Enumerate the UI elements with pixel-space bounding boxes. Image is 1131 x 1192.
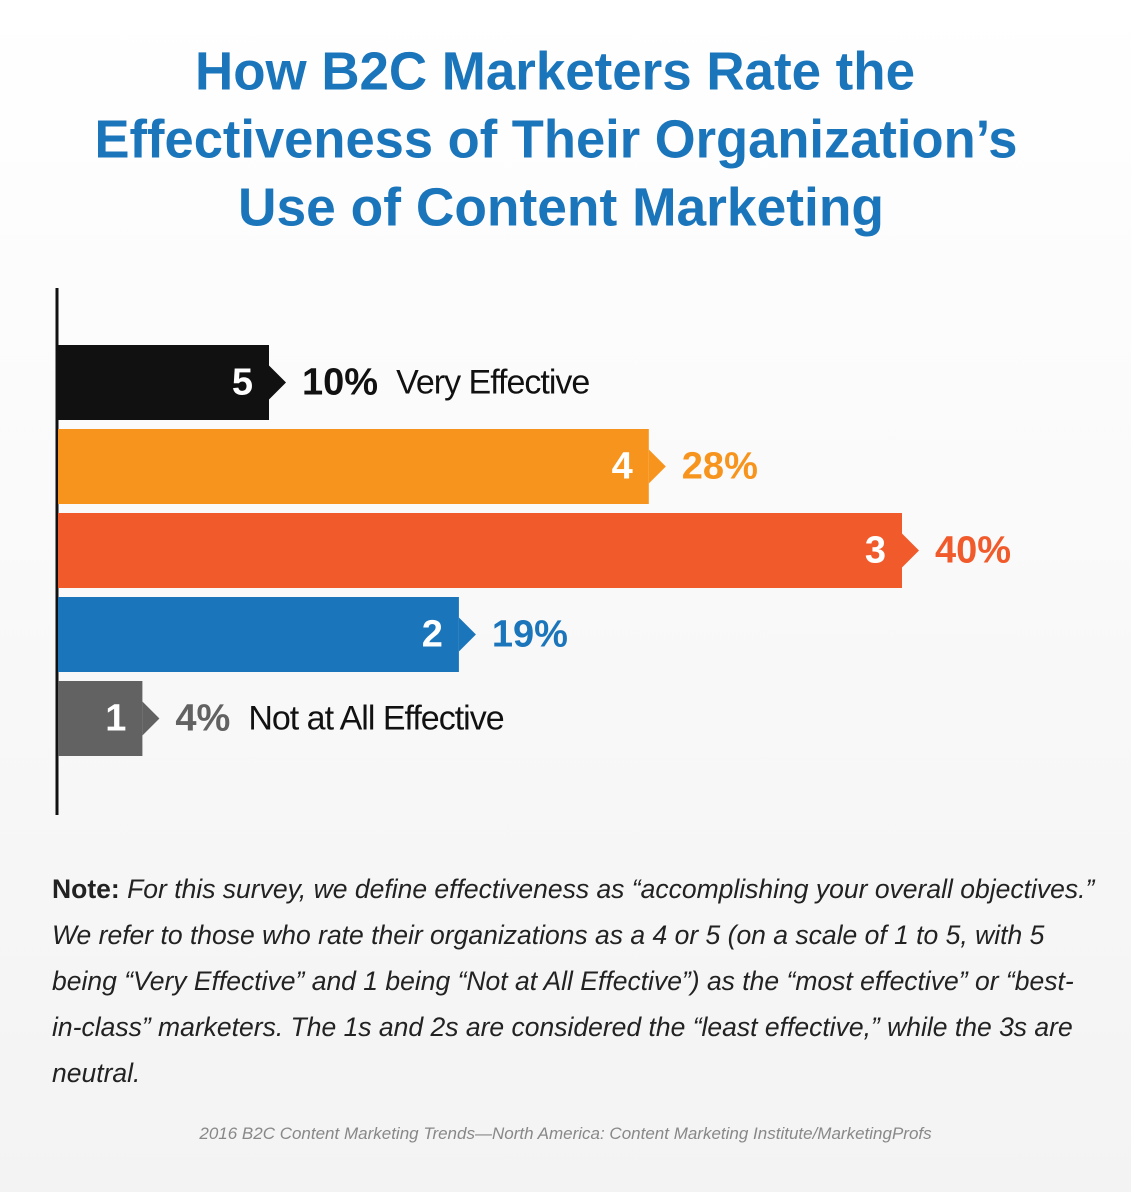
bar-arrow bbox=[902, 533, 919, 568]
chart: How B2C Marketers Rate the Effectiveness… bbox=[55, 41, 1018, 815]
category-label: 1 bbox=[105, 698, 126, 740]
chart-title: Use of Content Marketing bbox=[238, 177, 884, 237]
category-label: 4 bbox=[612, 446, 633, 488]
value-label: 19% bbox=[492, 614, 568, 656]
bar bbox=[58, 429, 649, 504]
source: 2016 B2C Content Marketing Trends—North … bbox=[199, 1124, 932, 1143]
bar bbox=[58, 345, 269, 420]
bar-arrow bbox=[458, 617, 476, 652]
category-description: Very Effective bbox=[396, 363, 589, 401]
bar bbox=[58, 681, 143, 756]
value-label: 40% bbox=[935, 530, 1011, 572]
category-description: Not at All Effective bbox=[248, 699, 503, 737]
bar-arrow bbox=[648, 449, 666, 484]
note-label: Note: bbox=[52, 874, 120, 904]
bar-arrow bbox=[269, 365, 286, 400]
value-label: 10% bbox=[302, 362, 378, 404]
value-label: 4% bbox=[175, 698, 230, 740]
note: Note: For this survey, we define effecti… bbox=[52, 866, 1102, 1096]
chart-title: How B2C Marketers Rate the bbox=[195, 41, 915, 101]
note-text: For this survey, we define effectiveness… bbox=[52, 874, 1095, 1088]
category-label: 3 bbox=[865, 530, 886, 572]
bar-arrow bbox=[142, 701, 160, 736]
category-label: 5 bbox=[232, 362, 253, 404]
bar bbox=[58, 597, 459, 672]
bar bbox=[58, 513, 902, 588]
chart-title: Effectiveness of Their Organization’s bbox=[95, 109, 1018, 169]
category-label: 2 bbox=[422, 614, 443, 656]
value-label: 28% bbox=[682, 446, 758, 488]
